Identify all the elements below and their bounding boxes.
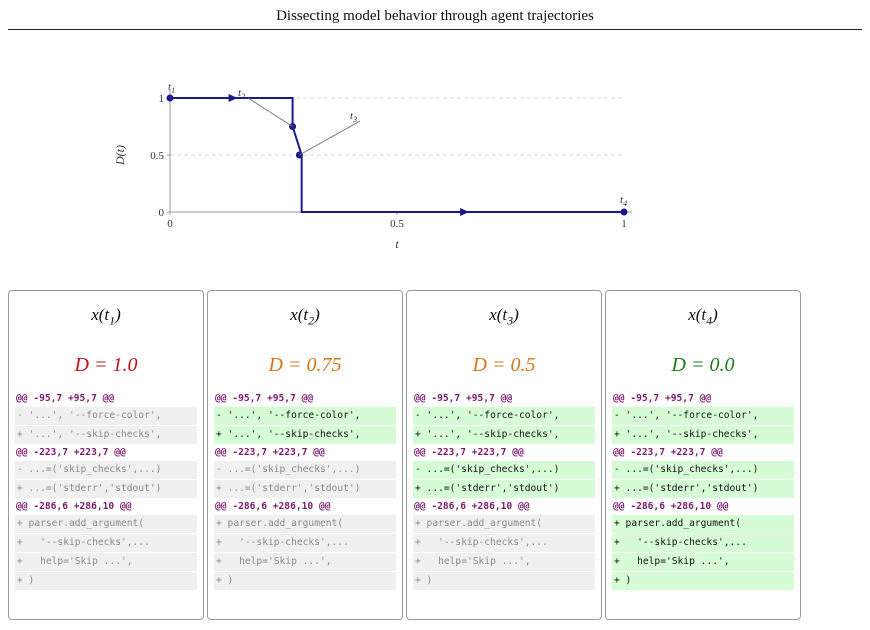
panel-title: x(t3): [489, 305, 519, 328]
leader-line: [247, 97, 293, 127]
diff-line: + ...=('stderr','stdout'): [15, 480, 197, 498]
diff-line: - '...', '--force-color',: [413, 407, 595, 425]
state-panel: x(t4) D = 0.0 @@ -95,7 +95,7 @@ - '...', '-…: [605, 290, 801, 620]
y-tick-label: 0: [159, 207, 165, 219]
hunk-header: @@ -286,6 +286,10 @@: [613, 501, 729, 512]
page-header: Dissecting model behavior through agent …: [276, 8, 594, 24]
point-label: t2: [238, 87, 245, 101]
diff-line: + ): [214, 572, 396, 590]
hunk-header: @@ -286,6 +286,10 @@: [414, 501, 530, 512]
hunk-header: @@ -95,7 +95,7 @@: [215, 393, 314, 404]
diff-line: + '...', '--skip-checks',: [413, 426, 595, 444]
diff-line: + '...', '--skip-checks',: [214, 426, 396, 444]
trajectory-plot: 0 0.5 1 0 0.5 1 t D(t) t1 t2 t3 t4: [113, 81, 632, 251]
diff-line: - '...', '--force-color',: [15, 407, 197, 425]
diff-line: - '...', '--force-color',: [612, 407, 794, 425]
x-axis-label: t: [395, 237, 399, 251]
diff-line: + ...=('stderr','stdout'): [413, 480, 595, 498]
diff-line: + '--skip-checks',...: [214, 534, 396, 552]
series-line: [170, 97, 624, 213]
d-value: D = 0.75: [268, 354, 342, 376]
diff-line: + ...=('stderr','stdout'): [214, 480, 396, 498]
hunk-header: @@ -286,6 +286,10 @@: [215, 501, 331, 512]
code-diff: @@ -95,7 +95,7 @@ - '...', '--force-color…: [413, 391, 595, 591]
diff-line: + ): [15, 572, 197, 590]
panel-title: x(t1): [91, 305, 121, 328]
x-tick-label: 0: [167, 218, 173, 230]
diff-line: + help='Skip ...',: [214, 553, 396, 571]
hunk-header: @@ -95,7 +95,7 @@: [16, 393, 115, 404]
y-tick-label: 1: [159, 93, 165, 105]
diff-line: + '--skip-checks',...: [612, 534, 794, 552]
hunk-header: @@ -95,7 +95,7 @@: [613, 393, 712, 404]
x-tick-label: 0.5: [390, 218, 404, 230]
diff-line: + ): [413, 572, 595, 590]
y-axis-label: D(t): [113, 145, 127, 166]
d-value: D = 1.0: [74, 354, 138, 376]
diff-line: + '...', '--skip-checks',: [612, 426, 794, 444]
panel-title: x(t4): [688, 305, 718, 328]
panel-title: x(t2): [290, 305, 320, 328]
diff-line: + '...', '--skip-checks',: [15, 426, 197, 444]
y-tick-label: 0.5: [150, 150, 164, 162]
diff-line: - ...=('skip_checks',...): [612, 461, 794, 479]
diff-line: + parser.add_argument(: [612, 515, 794, 533]
leader-line: [299, 120, 361, 156]
diff-line: - ...=('skip_checks',...): [15, 461, 197, 479]
point-label: t3: [350, 110, 357, 124]
diff-line: - ...=('skip_checks',...): [413, 461, 595, 479]
code-diff: @@ -95,7 +95,7 @@ - '...', '--force-color…: [15, 391, 197, 591]
d-value: D = 0.5: [472, 354, 536, 376]
diff-line: + parser.add_argument(: [413, 515, 595, 533]
point-label: t4: [620, 194, 627, 208]
code-diff: @@ -95,7 +95,7 @@ - '...', '--force-color…: [612, 391, 794, 591]
point-label: t1: [168, 81, 175, 95]
diff-line: + parser.add_argument(: [214, 515, 396, 533]
diff-line: + parser.add_argument(: [15, 515, 197, 533]
code-diff: @@ -95,7 +95,7 @@ - '...', '--force-color…: [214, 391, 396, 591]
hunk-header: @@ -223,7 +223,7 @@: [414, 447, 524, 458]
diff-line: + '--skip-checks',...: [15, 534, 197, 552]
diff-line: - '...', '--force-color',: [214, 407, 396, 425]
diff-line: + '--skip-checks',...: [413, 534, 595, 552]
point-t4: [620, 208, 628, 216]
header-rule: [8, 29, 862, 30]
hunk-header: @@ -223,7 +223,7 @@: [613, 447, 723, 458]
diff-line: + ): [612, 572, 794, 590]
hunk-header: @@ -95,7 +95,7 @@: [414, 393, 513, 404]
diff-line: + ...=('stderr','stdout'): [612, 480, 794, 498]
point-t1: [166, 94, 174, 102]
state-panel: x(t2) D = 0.75 @@ -95,7 +95,7 @@ - '...', '…: [207, 290, 403, 620]
diff-line: + help='Skip ...',: [413, 553, 595, 571]
state-panel: x(t3) D = 0.5 @@ -95,7 +95,7 @@ - '...', '-…: [406, 290, 602, 620]
d-value: D = 0.0: [671, 354, 735, 376]
hunk-header: @@ -223,7 +223,7 @@: [215, 447, 325, 458]
hunk-header: @@ -223,7 +223,7 @@: [16, 447, 126, 458]
x-tick-label: 1: [621, 218, 627, 230]
hunk-header: @@ -286,6 +286,10 @@: [16, 501, 132, 512]
diff-line: - ...=('skip_checks',...): [214, 461, 396, 479]
diff-line: + help='Skip ...',: [15, 553, 197, 571]
state-panel: x(t1) D = 1.0 @@ -95,7 +95,7 @@ - '...', '-…: [8, 290, 204, 620]
diff-line: + help='Skip ...',: [612, 553, 794, 571]
